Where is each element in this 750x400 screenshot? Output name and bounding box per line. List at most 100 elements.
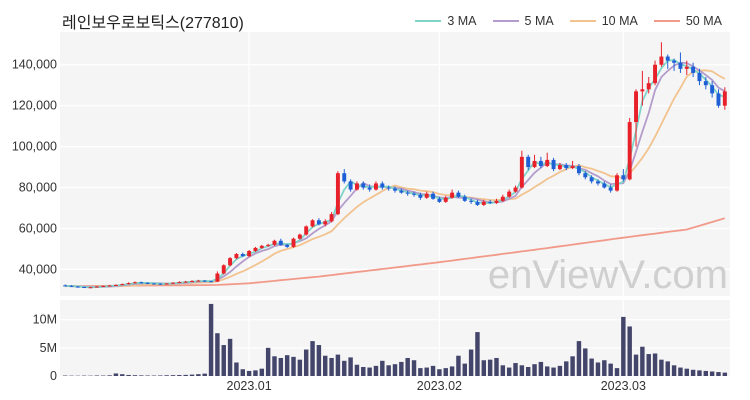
volume-bar (234, 362, 239, 376)
volume-bar (564, 361, 569, 376)
candle-body (348, 181, 353, 190)
volume-bar (589, 358, 594, 376)
candle-body (183, 281, 188, 283)
legend-swatch-5ma (492, 20, 519, 22)
x-tick-label: 2023.03 (601, 379, 646, 393)
candle-body (653, 64, 658, 84)
legend-item-10ma: 10 MA (569, 14, 638, 28)
volume-bar (608, 363, 613, 376)
volume-bar (621, 316, 626, 376)
volume-bar (183, 374, 188, 376)
volume-bar (291, 356, 296, 376)
candle-body (627, 122, 632, 180)
candle-body (532, 160, 537, 168)
candle-body (335, 173, 340, 215)
candle-body (209, 281, 214, 283)
candle-body (266, 244, 271, 246)
candle-body (145, 282, 150, 284)
candle-body (456, 192, 461, 197)
candle-body (323, 221, 328, 225)
volume-bar (716, 372, 721, 376)
candle-body (488, 201, 493, 203)
candle-body (412, 193, 416, 195)
candle-body (424, 193, 429, 198)
volume-bar (525, 366, 531, 376)
candle-body (316, 220, 321, 225)
legend-label-5ma: 5 MA (524, 14, 554, 28)
candle-body (513, 187, 518, 192)
volume-bar (633, 354, 639, 376)
candle-body (177, 282, 182, 284)
candle-body (253, 247, 258, 251)
volume-bar (392, 364, 398, 376)
volume-bar (437, 369, 442, 376)
legend-swatch-10ma (569, 20, 596, 22)
candle-body (196, 280, 201, 282)
volume-bar (342, 360, 347, 376)
candle-body (158, 283, 163, 285)
volume-bar (132, 375, 138, 376)
candle-body (710, 85, 715, 94)
candle-body (646, 83, 651, 90)
volume-tick-label: 10M (33, 313, 57, 327)
volume-bar (227, 338, 233, 376)
legend-item-5ma: 5 MA (492, 14, 554, 28)
volume-bar (405, 357, 410, 376)
candle-body (450, 192, 455, 198)
volume-bar (259, 368, 265, 376)
volume-bar (456, 355, 461, 376)
candle-body (221, 265, 226, 274)
volume-bar (158, 375, 163, 376)
candle-body (171, 282, 175, 284)
legend-swatch-3ma (415, 20, 442, 22)
volume-bar (164, 375, 169, 376)
candle-body (278, 240, 283, 245)
candle-body (107, 285, 112, 287)
candle-body (342, 173, 347, 182)
legend-label-3ma: 3 MA (447, 14, 477, 28)
legend-label-50ma: 50 MA (685, 14, 722, 28)
candle-body (139, 282, 144, 284)
price-tick-label: 140,000 (12, 58, 57, 72)
volume-bar (107, 375, 112, 376)
volume-bar (506, 367, 512, 376)
volume-bar (278, 357, 284, 376)
volume-bar (627, 326, 632, 376)
candle-body (259, 245, 264, 248)
candle-body (716, 93, 721, 106)
volume-bar (690, 369, 696, 376)
candle-body (247, 250, 252, 257)
candle-body (361, 183, 366, 188)
volume-bar (177, 375, 182, 376)
volume-tick-label: 0 (50, 369, 57, 383)
volume-bar (202, 373, 207, 376)
volume-bar (532, 364, 537, 376)
volume-bar (722, 372, 728, 376)
volume-bar (323, 355, 328, 376)
candle-body (615, 175, 619, 191)
candle-body (75, 286, 80, 288)
volume-bar (684, 368, 689, 376)
chart-title: 레인보우로보틱스(277810) (62, 15, 244, 32)
candle-body (431, 193, 436, 199)
volume-bar (196, 374, 201, 376)
volume-bar (500, 365, 506, 376)
candle-body (691, 66, 696, 73)
volume-bar (297, 359, 303, 376)
volume-bar (659, 359, 664, 376)
volume-bar (449, 366, 455, 376)
candle-body (576, 166, 581, 174)
candle-body (88, 287, 93, 289)
candle-body (120, 284, 125, 286)
candle-body (589, 177, 594, 182)
volume-bar (671, 365, 677, 376)
volume-bar (595, 362, 601, 376)
volume-bar (538, 361, 544, 376)
volume-bar (170, 375, 176, 376)
candle-body (126, 283, 131, 285)
volume-bar (189, 374, 195, 376)
price-tick-label: 120,000 (12, 99, 57, 113)
candle-body (285, 244, 290, 247)
candle-body (634, 91, 638, 123)
candle-body (113, 284, 118, 286)
